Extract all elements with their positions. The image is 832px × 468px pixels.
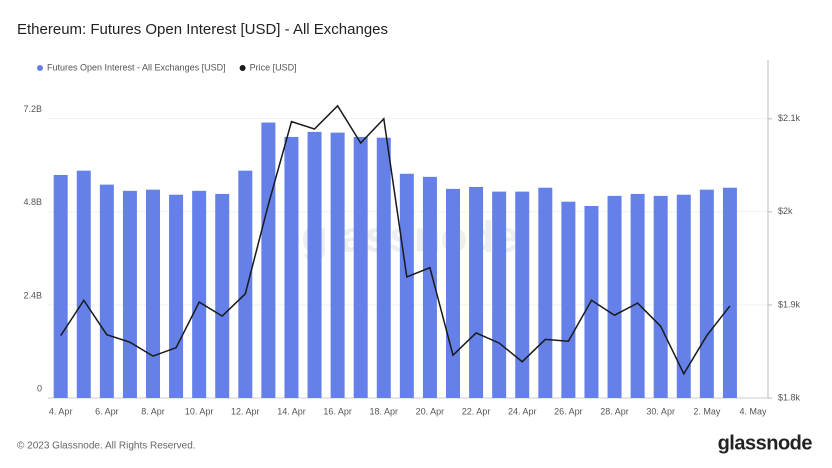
bar <box>561 201 576 398</box>
bar <box>330 132 345 398</box>
bar <box>446 188 460 398</box>
bar <box>376 137 391 399</box>
bar <box>469 186 484 398</box>
legend-label: Price [USD] <box>250 62 297 72</box>
footer: © 2023 Glassnode. All Rights Reserved. <box>17 441 196 452</box>
bar <box>538 187 553 398</box>
x-tick-label: 24. Apr <box>508 406 537 416</box>
y-tick-label: 2.4B <box>23 290 42 300</box>
x-tick-label: 16. Apr <box>323 406 352 416</box>
bar <box>515 191 530 398</box>
y2-tick-label: $1.8k <box>778 392 801 402</box>
bar <box>53 174 68 398</box>
bar <box>261 122 276 399</box>
x-tick-label: 4. Apr <box>49 406 73 416</box>
bar <box>169 194 184 398</box>
legend-marker <box>239 65 246 71</box>
x-tick-label: 8. Apr <box>141 406 165 416</box>
bar <box>238 170 253 398</box>
bar <box>399 173 414 398</box>
bar <box>492 191 507 398</box>
chart-title: Ethereum: Futures Open Interest [USD] - … <box>17 21 388 38</box>
x-tick-label: 12. Apr <box>231 406 260 416</box>
y2-tick-label: $1.9k <box>778 299 801 309</box>
x-tick-label: 14. Apr <box>277 406 306 416</box>
bar <box>653 195 668 398</box>
bar <box>422 176 437 398</box>
bar <box>353 136 368 398</box>
legend-marker <box>37 65 43 71</box>
x-tick-label: 30. Apr <box>646 406 675 416</box>
y2-tick-label: $2k <box>778 206 793 216</box>
legend-label: Futures Open Interest - All Exchanges [U… <box>47 62 226 72</box>
x-tick-label: 18. Apr <box>370 406 399 416</box>
y-tick-label: 4.8B <box>23 197 42 207</box>
bar <box>699 189 714 398</box>
x-tick-label: 2. May <box>693 406 721 416</box>
x-tick-label: 26. Apr <box>554 406 583 416</box>
y-tick-label: 0 <box>37 383 42 393</box>
bar <box>122 190 137 398</box>
bar <box>676 194 691 398</box>
bar <box>192 190 207 398</box>
x-tick-label: 6. Apr <box>95 406 119 416</box>
bar <box>146 189 160 398</box>
bar <box>584 205 599 398</box>
x-tick-label: 4. May <box>739 406 767 416</box>
x-tick-label: 28. Apr <box>600 406 629 416</box>
x-tick-label: 20. Apr <box>416 406 445 416</box>
x-tick-label: 22. Apr <box>462 406 491 416</box>
price-line <box>60 104 731 376</box>
y-tick-label: 7.2B <box>23 104 42 114</box>
logo: glassnode <box>718 432 813 454</box>
y2-tick-label: $2.1k <box>778 113 801 123</box>
bar <box>99 184 114 398</box>
x-tick-label: 10. Apr <box>185 406 214 416</box>
bar <box>607 195 622 398</box>
bar <box>307 131 322 399</box>
bar <box>284 136 299 398</box>
bar <box>722 187 737 398</box>
bar <box>215 193 230 398</box>
bar <box>630 193 645 398</box>
bar <box>76 170 91 398</box>
